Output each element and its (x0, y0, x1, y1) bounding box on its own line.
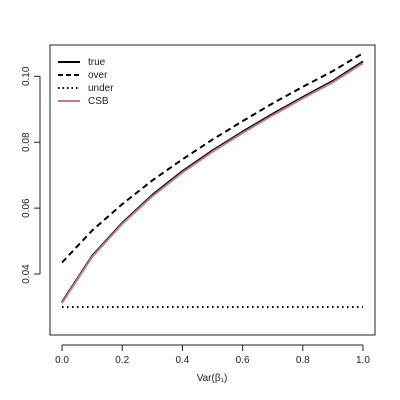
legend-label-under: under (88, 83, 114, 94)
x-tick-label: 0.2 (115, 355, 129, 366)
series-line-over (61, 52, 364, 264)
plot-frame (49, 44, 376, 336)
legend-label-over: over (88, 70, 108, 81)
y-tick-layer: 0.04 0.06 0.08 0.10 (21, 66, 40, 284)
x-axis-label: Var(β₁) (197, 373, 228, 384)
y-tick-label: 0.08 (21, 132, 32, 152)
series-layer (61, 52, 364, 308)
x-tick-label: 0.0 (55, 355, 69, 366)
legend: true over under CSB (58, 57, 114, 107)
x-tick-label: 0.6 (236, 355, 250, 366)
series-line-csb (61, 62, 364, 304)
x-tick-label: 0.8 (296, 355, 310, 366)
x-tick-label: 1.0 (356, 355, 370, 366)
x-axis: 0.0 0.2 0.4 0.6 0.8 1.0 Var(β₁) (55, 344, 370, 384)
x-tick-layer: 0.0 0.2 0.4 0.6 0.8 1.0 (55, 345, 370, 366)
y-tick-label: 0.04 (21, 264, 32, 284)
x-tick-label: 0.4 (175, 355, 189, 366)
y-axis: 0.04 0.06 0.08 0.10 (21, 66, 41, 284)
legend-label-true: true (88, 57, 106, 68)
y-tick-label: 0.06 (21, 198, 32, 218)
legend-label-csb: CSB (88, 96, 109, 107)
y-tick-label: 0.10 (21, 66, 32, 86)
